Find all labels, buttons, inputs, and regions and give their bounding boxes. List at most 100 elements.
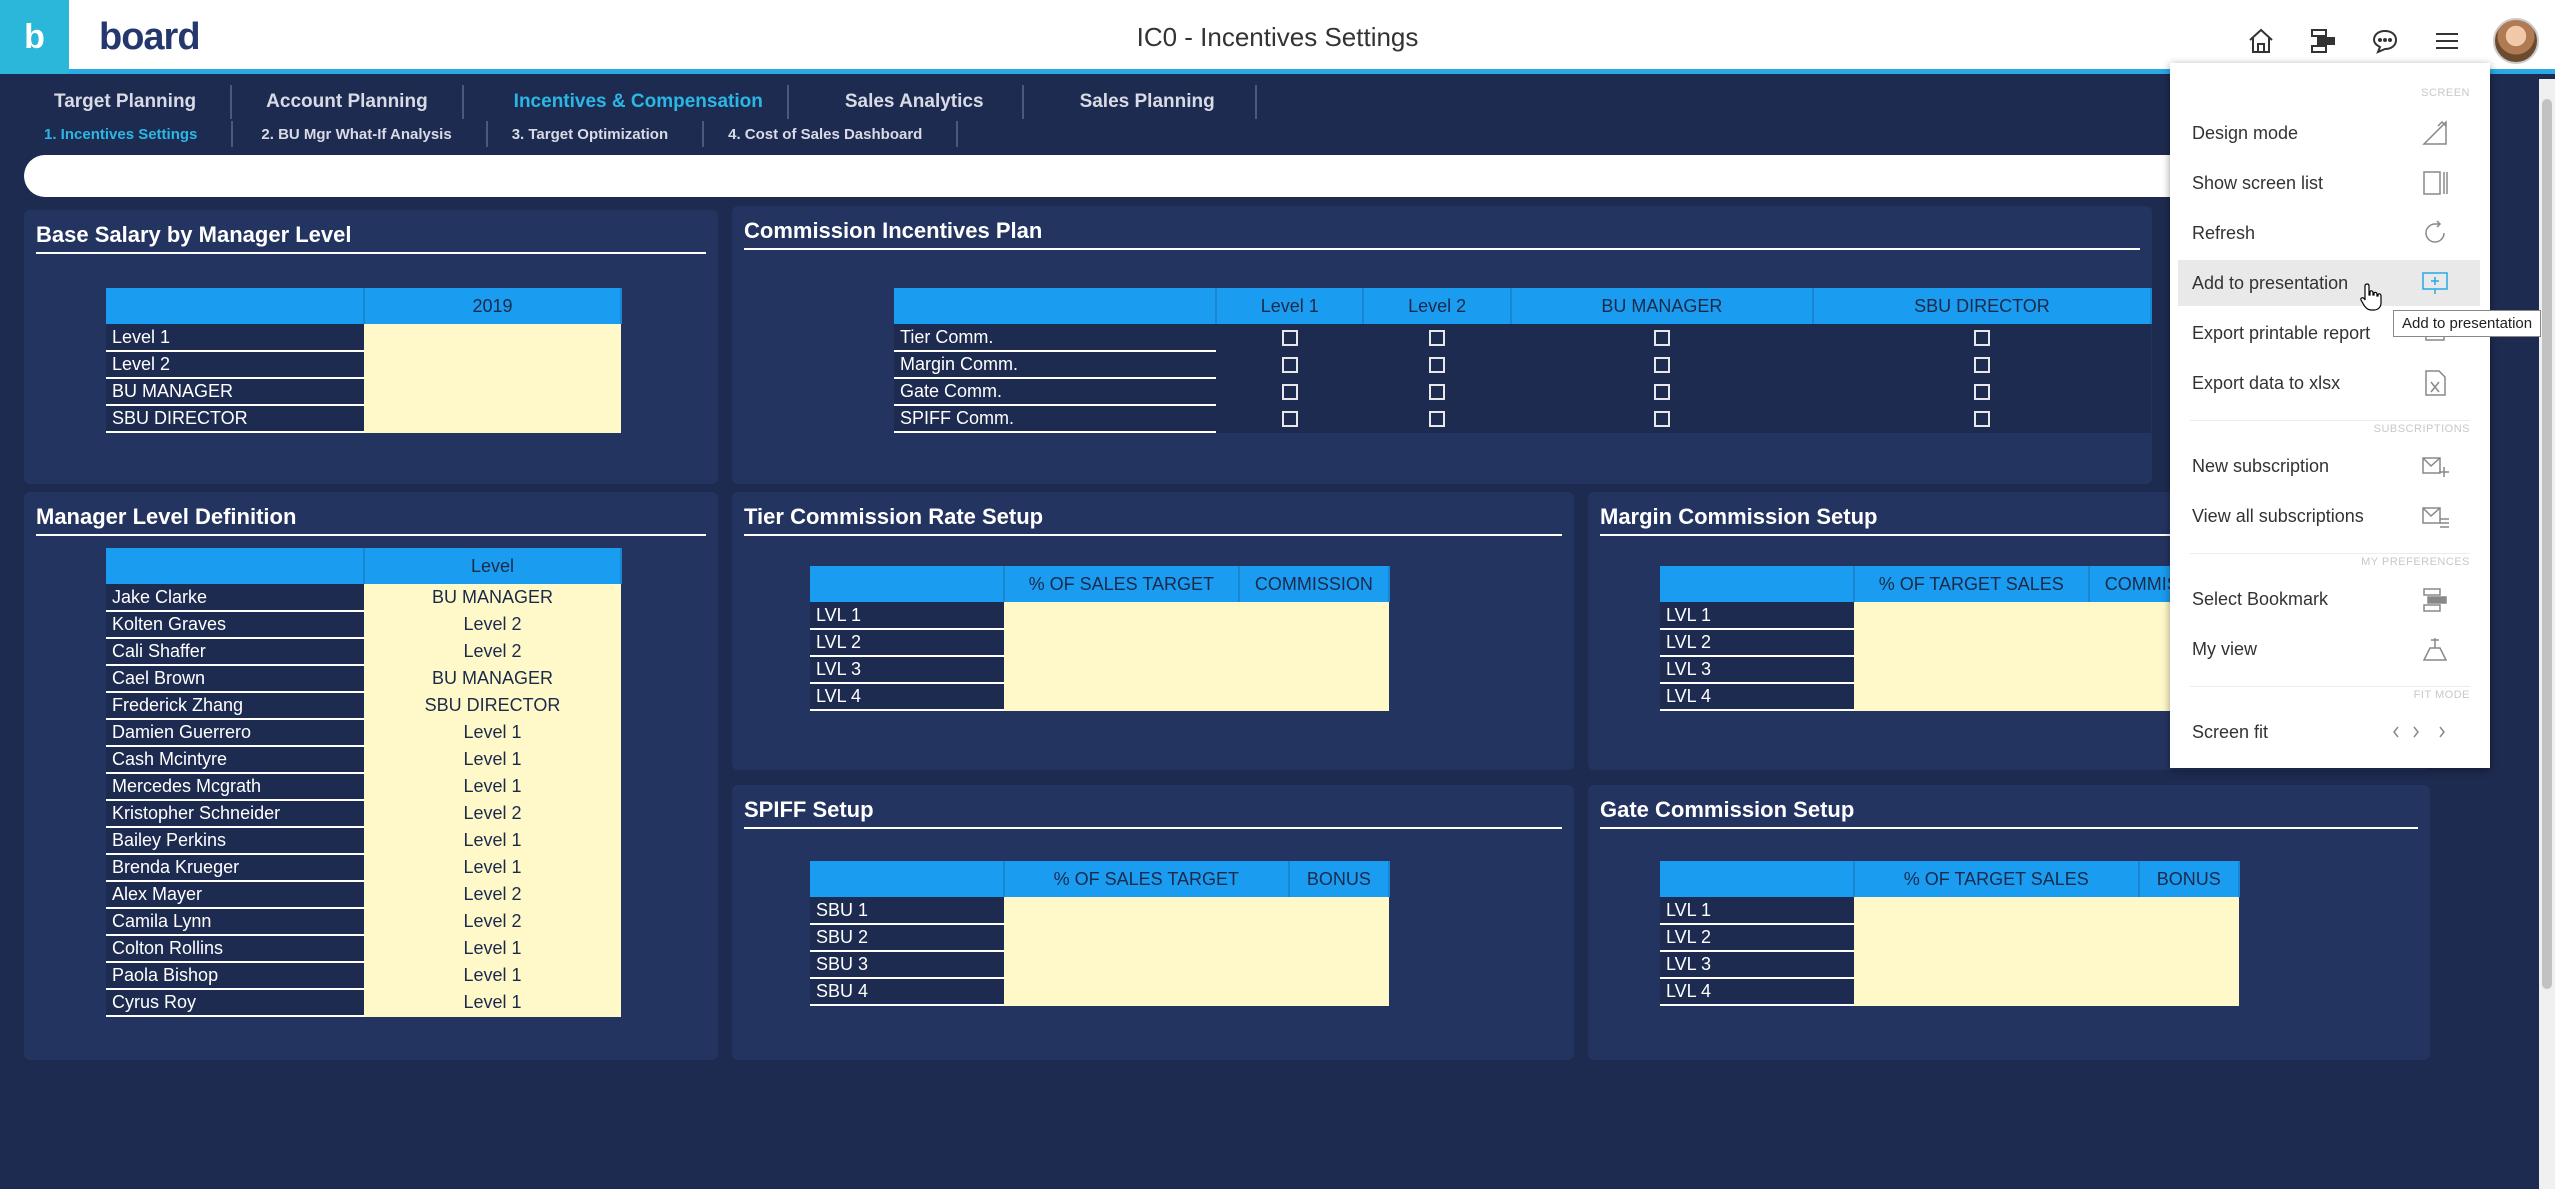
checkbox[interactable] — [1653, 357, 1670, 374]
manager-level-cell[interactable]: SBU DIRECTOR — [364, 692, 621, 720]
input-cell[interactable] — [1288, 924, 1389, 952]
panel-title: Tier Commission Rate Setup — [744, 504, 1562, 536]
subtab-bu-mgr-what-if[interactable]: 2. BU Mgr What-If Analysis — [233, 121, 488, 147]
manager-level-cell[interactable]: Level 1 — [364, 719, 621, 747]
menu-item-view-subscriptions[interactable]: View all subscriptions — [2178, 493, 2480, 539]
manager-level-cell[interactable]: Level 1 — [364, 935, 621, 963]
salary-input-cell[interactable] — [364, 324, 621, 352]
input-cell[interactable] — [1854, 602, 2089, 630]
table-row: Level 2 — [106, 351, 621, 379]
input-cell[interactable] — [2138, 897, 2239, 925]
manager-level-cell[interactable]: BU MANAGER — [364, 584, 621, 612]
tier-setup-table: % OF SALES TARGET COMMISSION LVL 1 LVL 2 … — [810, 566, 1391, 711]
tab-incentives-compensation[interactable]: Incentives & Compensation — [464, 85, 789, 119]
column-header: SBU DIRECTOR — [1812, 288, 2153, 324]
checkbox[interactable] — [1429, 411, 1446, 428]
checkbox[interactable] — [1653, 329, 1670, 346]
hamburger-menu-icon[interactable] — [2431, 25, 2463, 57]
input-cell[interactable] — [1854, 951, 2139, 979]
manager-level-cell[interactable]: Level 1 — [364, 827, 621, 855]
menu-item-new-subscription[interactable]: New subscription — [2178, 443, 2480, 489]
checkbox[interactable] — [1429, 329, 1446, 346]
input-cell[interactable] — [1004, 683, 1239, 711]
menu-item-add-to-presentation[interactable]: Add to presentation — [2178, 260, 2480, 306]
home-icon[interactable] — [2245, 25, 2277, 57]
checkbox[interactable] — [1281, 384, 1298, 401]
checkbox[interactable] — [1973, 411, 1990, 428]
input-cell[interactable] — [1004, 924, 1289, 952]
tab-sales-analytics[interactable]: Sales Analytics — [789, 85, 1024, 119]
input-cell[interactable] — [1854, 629, 2089, 657]
salary-input-cell[interactable] — [364, 405, 621, 433]
manager-level-cell[interactable]: Level 2 — [364, 881, 621, 909]
table-row: Tier Comm. — [894, 324, 2151, 352]
manager-level-cell[interactable]: Level 1 — [364, 962, 621, 990]
manager-level-cell[interactable]: Level 2 — [364, 638, 621, 666]
menu-item-export-xlsx[interactable]: Export data to xlsx — [2178, 360, 2480, 406]
input-cell[interactable] — [1004, 656, 1239, 684]
checkbox[interactable] — [1973, 384, 1990, 401]
input-cell[interactable] — [1004, 951, 1289, 979]
input-cell[interactable] — [1004, 629, 1239, 657]
input-cell[interactable] — [1854, 683, 2089, 711]
checkbox[interactable] — [1429, 384, 1446, 401]
manager-level-cell[interactable]: Level 2 — [364, 800, 621, 828]
subtab-incentives-settings[interactable]: 1. Incentives Settings — [20, 121, 234, 147]
checkbox[interactable] — [1281, 411, 1298, 428]
input-cell[interactable] — [1004, 897, 1289, 925]
chat-icon[interactable] — [2369, 25, 2401, 57]
salary-input-cell[interactable] — [364, 378, 621, 406]
salary-input-cell[interactable] — [364, 351, 621, 379]
input-cell[interactable] — [1238, 656, 1389, 684]
menu-item-my-view[interactable]: My view — [2178, 626, 2480, 672]
input-cell[interactable] — [1238, 683, 1389, 711]
manager-level-cell[interactable]: BU MANAGER — [364, 665, 621, 693]
row-label: LVL 4 — [1660, 978, 1854, 1006]
input-cell[interactable] — [1004, 602, 1239, 630]
page-scrollbar[interactable] — [2539, 79, 2555, 1189]
tab-sales-planning[interactable]: Sales Planning — [1024, 85, 1257, 119]
selection-bar[interactable] — [24, 155, 2224, 197]
manager-level-cell[interactable]: Level 1 — [364, 854, 621, 882]
table-row: LVL 4 — [1660, 683, 2239, 711]
input-cell[interactable] — [2138, 924, 2239, 952]
input-cell[interactable] — [1854, 897, 2139, 925]
menu-item-refresh[interactable]: Refresh — [2178, 210, 2480, 256]
subtab-target-optimization[interactable]: 3. Target Optimization — [488, 121, 705, 147]
manager-level-cell[interactable]: Level 1 — [364, 989, 621, 1017]
input-cell[interactable] — [1288, 897, 1389, 925]
subtab-cost-of-sales[interactable]: 4. Cost of Sales Dashboard — [704, 121, 959, 147]
input-cell[interactable] — [2138, 951, 2239, 979]
menu-item-design-mode[interactable]: Design mode — [2178, 110, 2480, 156]
input-cell[interactable] — [1854, 978, 2139, 1006]
checkbox[interactable] — [1653, 411, 1670, 428]
app-launcher-logo[interactable]: b — [0, 0, 69, 74]
input-cell[interactable] — [1288, 978, 1389, 1006]
input-cell[interactable] — [1238, 629, 1389, 657]
tab-target-planning[interactable]: Target Planning — [20, 85, 233, 119]
user-avatar[interactable] — [2493, 18, 2539, 64]
menu-item-select-bookmark[interactable]: Select Bookmark — [2178, 576, 2480, 622]
checkbox[interactable] — [1281, 357, 1298, 374]
checkbox[interactable] — [1973, 329, 1990, 346]
input-cell[interactable] — [1238, 602, 1389, 630]
checkbox[interactable] — [1429, 357, 1446, 374]
menu-item-show-screen-list[interactable]: Show screen list — [2178, 160, 2480, 206]
manager-level-cell[interactable]: Level 1 — [364, 773, 621, 801]
checkbox[interactable] — [1281, 329, 1298, 346]
checkbox[interactable] — [1973, 357, 1990, 374]
row-label: SPIFF Comm. — [894, 405, 1216, 433]
scrollbar-thumb[interactable] — [2542, 99, 2552, 989]
input-cell[interactable] — [1004, 978, 1289, 1006]
input-cell[interactable] — [1854, 924, 2139, 952]
input-cell[interactable] — [1854, 656, 2089, 684]
hierarchy-icon[interactable] — [2307, 25, 2339, 57]
manager-level-cell[interactable]: Level 2 — [364, 908, 621, 936]
manager-level-cell[interactable]: Level 1 — [364, 746, 621, 774]
input-cell[interactable] — [1288, 951, 1389, 979]
checkbox[interactable] — [1653, 384, 1670, 401]
input-cell[interactable] — [2138, 978, 2239, 1006]
menu-item-screen-fit[interactable]: Screen fit — [2178, 709, 2480, 755]
manager-level-cell[interactable]: Level 2 — [364, 611, 621, 639]
tab-account-planning[interactable]: Account Planning — [232, 85, 464, 119]
